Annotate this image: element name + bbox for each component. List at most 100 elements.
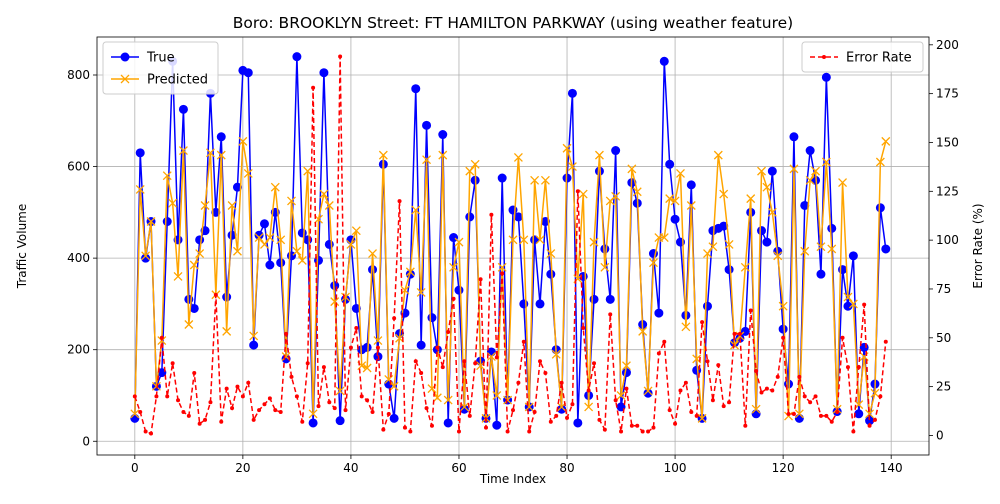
error-rate-point	[348, 345, 353, 350]
error-rate-point	[883, 339, 888, 344]
true-point	[702, 301, 712, 311]
predicted-point	[746, 194, 756, 204]
error-rate-point	[154, 394, 159, 399]
true-point	[189, 303, 199, 313]
error-rate-point	[548, 419, 553, 424]
predicted-point	[767, 207, 777, 217]
predicted-point	[838, 178, 848, 188]
predicted-point	[184, 320, 194, 329]
true-point	[589, 294, 599, 304]
predicted-point	[821, 157, 831, 167]
legend-left-frame	[102, 41, 219, 95]
error-rate-point	[343, 408, 348, 413]
true-point	[492, 420, 502, 430]
chart-title: Boro: BROOKLYN Street: FT HAMILTON PARKW…	[233, 14, 793, 32]
predicted-point	[670, 196, 680, 206]
true-point	[297, 228, 307, 238]
error-rate-point	[424, 406, 429, 411]
error-rate-point	[705, 359, 710, 364]
true-point	[232, 182, 242, 192]
true-point	[308, 418, 318, 428]
error-rate-point	[219, 419, 224, 424]
error-rate-point	[235, 384, 240, 389]
error-rate-point	[867, 423, 872, 428]
true-point	[827, 223, 837, 233]
predicted-point	[870, 388, 880, 398]
predicted-point	[676, 168, 685, 178]
true-point	[605, 294, 615, 304]
predicted-point	[800, 246, 810, 256]
error-rate-point	[862, 302, 867, 307]
predicted-point	[535, 235, 545, 245]
error-rate-point	[532, 410, 537, 415]
true-point	[416, 340, 426, 350]
error-rate-point	[489, 212, 494, 217]
error-rate-point	[624, 386, 629, 391]
predicted-point	[719, 189, 729, 199]
series-layer	[130, 52, 891, 436]
true-point	[665, 159, 675, 169]
axes-layer: 0 20 40 60 80 100 120 140 0 200 400 600 800 0 25 50 75 10…	[67, 38, 959, 475]
error-rate-point	[429, 423, 434, 428]
plot-frame	[96, 36, 930, 456]
error-rate-point	[186, 413, 191, 418]
error-rate-point	[754, 369, 759, 374]
y2-tick-label: 25	[936, 380, 951, 394]
true-point	[757, 226, 767, 236]
true-point	[497, 173, 507, 183]
true-point	[762, 237, 772, 247]
error-rate-point	[192, 370, 197, 375]
true-point	[546, 269, 556, 279]
error-rate-point	[462, 359, 467, 364]
predicted-point	[497, 262, 507, 272]
y-tick-label: 800	[67, 68, 90, 82]
predicted-point	[567, 162, 577, 172]
error-rate-point	[554, 413, 559, 418]
predicted-point	[513, 152, 523, 162]
predicted-point	[465, 166, 475, 176]
error-rate-point	[608, 312, 613, 317]
error-rate-point	[402, 425, 407, 430]
error-rate-point	[516, 380, 521, 385]
error-rate-point	[338, 54, 343, 59]
predicted-point	[681, 322, 691, 332]
true-point	[265, 260, 275, 270]
predicted-point	[276, 235, 286, 245]
error-rate-point	[786, 411, 791, 416]
x-tick-label: 60	[451, 461, 466, 475]
predicted-point	[216, 150, 226, 160]
error-rate-point	[656, 351, 661, 356]
error-rate-point	[872, 417, 877, 422]
y2-tick-label: 175	[936, 87, 959, 101]
error-rate-point	[392, 316, 397, 321]
error-rate-point	[262, 402, 267, 407]
true-point	[422, 120, 432, 130]
error-rate-point	[483, 425, 488, 430]
error-rate-series	[132, 54, 888, 436]
predicted-point	[875, 157, 885, 167]
legend-marker	[822, 55, 826, 59]
predicted-point	[789, 164, 799, 174]
predicted-point	[292, 246, 302, 256]
legend-layer: True Predicted Error Rate	[102, 41, 924, 95]
error-rate-point	[770, 388, 775, 393]
error-rate-point	[505, 429, 510, 434]
predicted-point	[659, 233, 669, 242]
predicted-point	[303, 166, 313, 176]
predicted-point	[865, 409, 875, 419]
error-rate-point	[213, 292, 218, 297]
predicted-point	[346, 239, 356, 249]
error-rate-point	[203, 417, 208, 422]
error-rate-point	[829, 419, 834, 424]
error-rate-point	[808, 400, 813, 405]
predicted-point	[178, 146, 188, 156]
predicted-point	[751, 404, 761, 414]
true-point	[816, 269, 826, 279]
predicted-point	[843, 292, 853, 302]
error-rate-point	[246, 380, 251, 385]
error-rate-point	[835, 410, 840, 415]
predicted-point	[254, 233, 264, 242]
legend-marker	[120, 52, 130, 62]
predicted-point	[703, 249, 712, 259]
